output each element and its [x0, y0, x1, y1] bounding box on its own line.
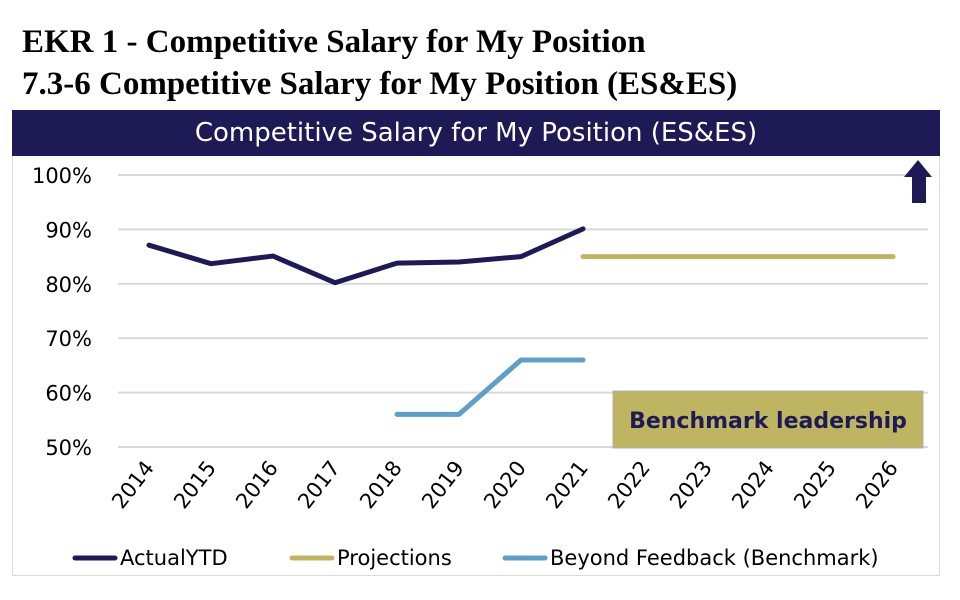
- series-line-0: [146, 226, 586, 286]
- x-tick-label: 2021: [541, 456, 593, 513]
- x-tick-label: 2019: [417, 456, 469, 513]
- x-tick-label: 2025: [789, 456, 841, 513]
- x-axis-ticks: 2014 2015 2016 2017 2018 2019 2020 2021 2022 2023…: [107, 456, 903, 513]
- series-lines: [146, 226, 896, 417]
- benchmark-leadership-label: Benchmark leadership: [629, 409, 907, 434]
- y-tick-label: 80%: [45, 273, 92, 297]
- x-tick-label: 2026: [851, 456, 903, 513]
- x-tick-label: 2018: [355, 456, 407, 513]
- heading-line-1: EKR 1 - Competitive Salary for My Positi…: [22, 24, 646, 60]
- up-arrow-icon: [904, 160, 932, 203]
- x-tick-label: 2015: [169, 456, 221, 513]
- heading-line-2: 7.3-6 Competitive Salary for My Position…: [22, 66, 738, 102]
- x-tick-label: 2014: [107, 456, 159, 513]
- x-tick-label: 2016: [231, 456, 283, 513]
- x-tick-label: 2020: [479, 456, 531, 513]
- x-tick-label: 2024: [727, 456, 779, 513]
- y-tick-label: 60%: [45, 382, 92, 406]
- legend-label: Beyond Feedback (Benchmark): [550, 546, 879, 570]
- y-tick-label: 50%: [45, 436, 92, 460]
- y-tick-label: 100%: [32, 164, 92, 188]
- x-tick-label: 2017: [293, 456, 345, 513]
- y-axis-ticks: 100% 90% 80% 70% 60% 50%: [32, 164, 92, 460]
- y-tick-label: 70%: [45, 327, 92, 351]
- chart-title: Competitive Salary for My Position (ES&E…: [12, 110, 940, 156]
- x-tick-label: 2022: [603, 456, 655, 513]
- x-tick-label: 2023: [665, 456, 717, 513]
- series-line-2: [394, 357, 586, 417]
- benchmark-leadership-box: Benchmark leadership: [612, 390, 924, 449]
- legend-label: ActualYTD: [120, 546, 228, 570]
- legend-label: Projections: [337, 546, 452, 570]
- y-tick-label: 90%: [45, 218, 92, 242]
- legend: ActualYTD Projections Beyond Feedback (Ben…: [72, 546, 879, 570]
